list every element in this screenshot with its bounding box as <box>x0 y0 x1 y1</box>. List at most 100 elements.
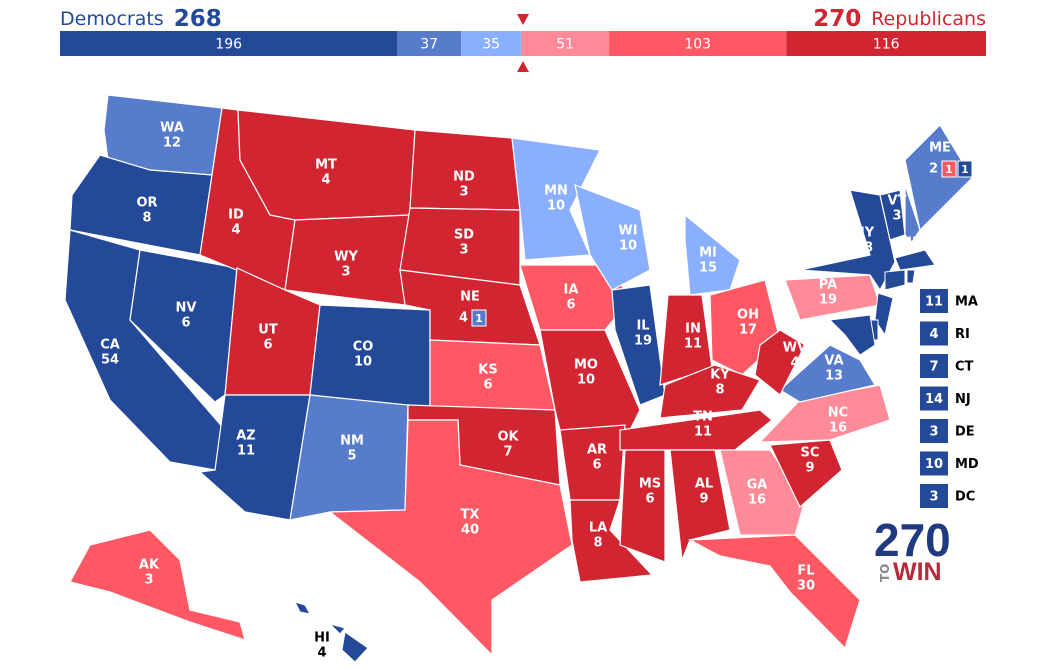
state-label: FL <box>797 564 814 579</box>
tally-bar: 196 37 35 51 103 116 <box>60 31 986 56</box>
small-state-votes: 3 <box>929 490 938 505</box>
state-shape <box>758 384 891 443</box>
state-label: GA <box>747 478 768 493</box>
state-votes: 19 <box>819 293 837 308</box>
dem-label: Democrats <box>60 8 164 30</box>
bar-segment <box>521 31 610 56</box>
state-votes: 10 <box>547 199 565 214</box>
state-label: KY <box>710 368 730 383</box>
state-votes: 2 <box>929 162 938 177</box>
state-label: SD <box>454 228 474 243</box>
state-label: MO <box>574 358 598 373</box>
small-state-label: MA <box>955 295 978 310</box>
small-state-votes: 3 <box>929 425 938 440</box>
small-state-label: DC <box>955 490 975 505</box>
state-votes: 10 <box>619 239 637 254</box>
midpoint-marker <box>517 61 529 72</box>
state-label: WY <box>334 250 358 265</box>
state-label: NE <box>460 290 480 305</box>
state-votes: 28 <box>855 241 873 256</box>
district-box <box>471 309 487 327</box>
state-votes: 54 <box>101 353 119 368</box>
state-label: CA <box>100 338 120 353</box>
state-votes: 8 <box>142 211 151 226</box>
state-votes: 16 <box>748 493 766 508</box>
state-label: IL <box>636 319 649 334</box>
state-label: AK <box>139 558 160 573</box>
state-votes: 13 <box>825 369 843 384</box>
state-label: LA <box>589 521 607 536</box>
state-shape <box>294 601 369 663</box>
rep-label: Republicans <box>871 8 986 30</box>
bar-segment-label: 103 <box>684 37 711 53</box>
state-shape <box>619 449 666 563</box>
state-votes: 17 <box>739 323 757 338</box>
state-votes: 3 <box>459 243 468 258</box>
state-votes: 11 <box>684 337 702 352</box>
dem-total: 268 <box>174 6 222 32</box>
state-label: NC <box>828 406 848 421</box>
state-votes: 15 <box>699 261 717 276</box>
state-votes: 6 <box>645 492 654 507</box>
rep-header: 270 Republicans <box>813 6 986 32</box>
state-votes: 3 <box>892 209 901 224</box>
state-label: VA <box>824 354 843 369</box>
small-state-box <box>920 451 948 476</box>
small-state-label: RI <box>955 327 970 342</box>
logo-word: WIN <box>893 558 942 586</box>
state-shape <box>611 284 666 406</box>
state-label: NM <box>340 434 364 449</box>
state-label: TX <box>461 508 480 523</box>
state-label: ME <box>929 141 951 156</box>
state-votes: 4 <box>790 356 799 371</box>
state-votes: 6 <box>181 316 190 331</box>
state-label: PA <box>819 278 837 293</box>
state-votes: 9 <box>699 492 708 507</box>
state-shape <box>69 529 246 641</box>
small-state-votes: 4 <box>929 327 938 342</box>
state-label: KS <box>478 363 497 378</box>
state-votes: 5 <box>347 449 356 464</box>
state-label: OK <box>497 430 519 445</box>
rep-total: 270 <box>813 6 861 32</box>
state-votes: 7 <box>503 445 512 460</box>
state-label: HI <box>314 631 330 646</box>
state-shape <box>904 184 921 243</box>
state-votes: 6 <box>566 298 575 313</box>
state-votes: 4 <box>231 223 240 238</box>
state-shape <box>684 213 741 296</box>
small-state-label: CT <box>955 360 974 375</box>
small-state-label: DE <box>955 425 975 440</box>
state-label: ND <box>453 170 475 185</box>
state-votes: 6 <box>483 378 492 393</box>
bar-segment-label: 196 <box>215 37 242 53</box>
state-label: NV <box>176 301 197 316</box>
small-state-votes: 11 <box>925 295 943 310</box>
logo: 270 TO WIN <box>874 514 951 586</box>
state-votes: 3 <box>144 573 153 588</box>
state-label: AR <box>587 443 607 458</box>
state-votes: 10 <box>354 355 372 370</box>
state-votes: 19 <box>634 334 652 349</box>
bar-segment-label: 116 <box>873 37 900 53</box>
small-state-votes: 14 <box>925 392 943 407</box>
state-votes: 4 <box>459 311 468 326</box>
state-label: MI <box>699 246 717 261</box>
state-votes: 4 <box>321 173 330 188</box>
state-votes: 9 <box>805 461 814 476</box>
small-state-box <box>920 321 948 346</box>
district-votes: 1 <box>961 163 969 176</box>
bar-segment <box>609 31 787 56</box>
state-shape <box>328 419 573 657</box>
state-shape <box>828 314 876 356</box>
state-shape <box>799 189 896 292</box>
state-shape <box>574 184 651 291</box>
state-votes: 12 <box>163 136 181 151</box>
state-votes: 4 <box>317 646 326 661</box>
state-votes: 3 <box>341 265 350 280</box>
state-label: NY <box>854 226 875 241</box>
state-votes: 3 <box>459 185 468 200</box>
state-label: NH <box>901 236 923 251</box>
state-label: MT <box>315 158 337 173</box>
